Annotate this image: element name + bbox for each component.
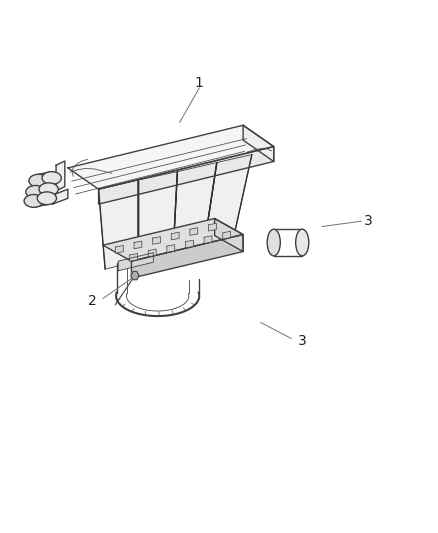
Polygon shape xyxy=(99,180,138,269)
Ellipse shape xyxy=(37,192,57,205)
Text: 1: 1 xyxy=(195,76,204,90)
Polygon shape xyxy=(208,223,216,231)
Polygon shape xyxy=(56,161,65,191)
Polygon shape xyxy=(215,219,243,252)
Polygon shape xyxy=(68,125,274,189)
Polygon shape xyxy=(171,232,179,240)
Polygon shape xyxy=(148,249,156,257)
Polygon shape xyxy=(134,241,142,249)
Polygon shape xyxy=(204,155,252,249)
Polygon shape xyxy=(103,219,243,261)
Polygon shape xyxy=(138,172,177,261)
Polygon shape xyxy=(190,228,198,236)
Ellipse shape xyxy=(267,229,280,256)
Polygon shape xyxy=(167,245,175,252)
Polygon shape xyxy=(243,125,274,161)
Polygon shape xyxy=(173,163,217,255)
Text: 3: 3 xyxy=(298,334,307,348)
Text: 2: 2 xyxy=(88,294,96,308)
Ellipse shape xyxy=(39,183,58,196)
Ellipse shape xyxy=(26,185,45,198)
Polygon shape xyxy=(204,236,212,244)
Polygon shape xyxy=(130,254,138,261)
Ellipse shape xyxy=(296,229,309,256)
Ellipse shape xyxy=(24,195,43,207)
Polygon shape xyxy=(131,271,139,280)
Polygon shape xyxy=(99,147,274,204)
Polygon shape xyxy=(118,253,153,271)
Polygon shape xyxy=(53,189,68,204)
Polygon shape xyxy=(131,235,243,278)
Polygon shape xyxy=(152,237,160,244)
Text: 3: 3 xyxy=(364,214,372,228)
Polygon shape xyxy=(223,231,231,239)
Polygon shape xyxy=(186,240,194,248)
Ellipse shape xyxy=(29,174,48,187)
Ellipse shape xyxy=(42,172,61,184)
Polygon shape xyxy=(116,246,124,253)
